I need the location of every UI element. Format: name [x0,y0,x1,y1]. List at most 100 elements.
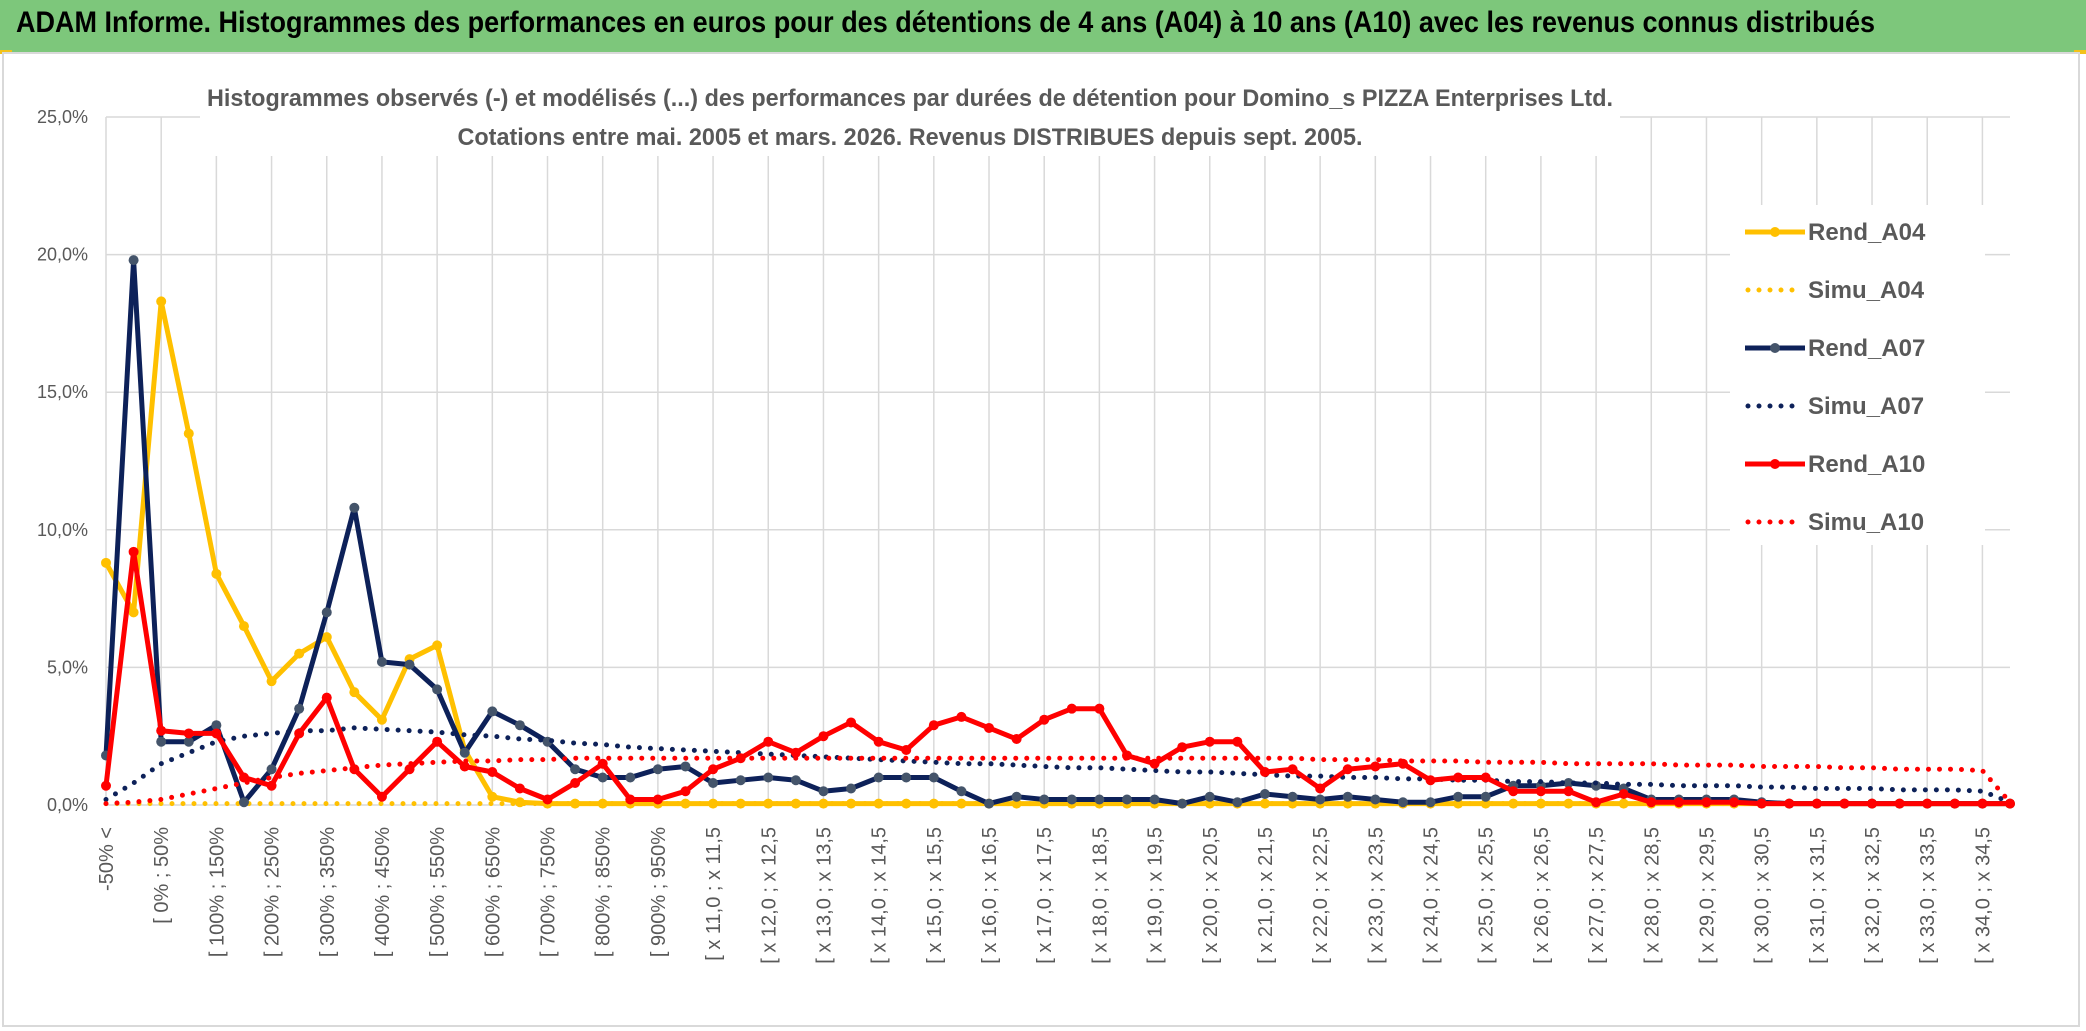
legend-background [1730,205,1985,545]
data-point-rend-a07 [183,736,194,747]
data-point-rend-a07 [846,783,857,794]
data-point-rend-a10 [652,794,663,805]
legend-label-rend-a04: Rend_A04 [1808,219,1926,246]
x-tick-label: [ x 34,0 ; x 34,5 [1972,827,1994,964]
data-point-rend-a07 [1287,791,1298,802]
data-point-rend-a10 [1894,798,1905,809]
x-tick-label: [ x 19,0 ; x 19,5 [1145,827,1167,964]
data-point-rend-a07 [652,764,663,775]
data-point-rend-a10 [1177,742,1188,753]
x-tick-label: [ x 29,0 ; x 29,5 [1696,827,1718,964]
data-point-rend-a04 [321,632,332,643]
data-point-rend-a07 [1232,797,1243,808]
data-point-rend-a07 [211,720,222,731]
data-point-rend-a07 [1397,797,1408,808]
data-point-rend-a04 [1259,798,1270,809]
data-point-rend-a07 [1425,797,1436,808]
data-point-rend-a10 [680,786,691,797]
data-point-rend-a07 [349,502,360,513]
x-tick-label: [ x 30,0 ; x 30,5 [1752,827,1774,964]
data-point-rend-a07 [1480,791,1491,802]
data-point-rend-a10 [432,736,443,747]
data-point-rend-a10 [1839,798,1850,809]
y-tick-label: 20,0% [37,245,88,265]
data-point-rend-a10 [956,711,967,722]
y-tick-label: 0,0% [47,795,88,815]
chart-subtitle: Cotations entre mai. 2005 et mars. 2026.… [458,124,1363,151]
x-tick-label: [ x 18,0 ; x 18,5 [1089,827,1111,964]
data-point-rend-a07 [818,786,829,797]
data-point-rend-a10 [1591,797,1602,808]
legend-label-simu-a04: Simu_A04 [1808,277,1925,304]
chart-title-background [200,76,1620,156]
data-point-rend-a10 [1618,788,1629,799]
data-point-rend-a07 [487,706,498,717]
x-tick-label: [ x 23,0 ; x 23,5 [1365,827,1387,964]
x-tick-label: [ x 11,0 ; x 11,5 [703,827,725,961]
data-point-rend-a07 [128,255,139,266]
data-point-rend-a04 [1204,798,1215,809]
data-point-rend-a10 [1701,797,1712,808]
data-point-rend-a10 [625,794,636,805]
data-point-rend-a10 [763,736,774,747]
data-point-rend-a04 [735,798,746,809]
legend-label-rend-a07: Rend_A07 [1808,335,1925,362]
data-point-rend-a07 [928,772,939,783]
data-point-rend-a04 [349,687,360,698]
data-point-rend-a10 [1011,733,1022,744]
legend-label-simu-a07: Simu_A07 [1808,393,1924,420]
data-point-rend-a10 [597,758,608,769]
x-tick-label: [ 700% ; 750% [538,827,560,957]
data-point-rend-a10 [1315,783,1326,794]
data-point-rend-a10 [101,780,111,791]
x-tick-label: [ x 17,0 ; x 17,5 [1034,827,1056,964]
data-point-rend-a10 [1066,703,1077,714]
data-point-rend-a10 [846,717,857,728]
data-point-rend-a10 [1811,798,1822,809]
data-point-rend-a10 [1204,736,1215,747]
x-tick-label: [ x 15,0 ; x 15,5 [924,827,946,964]
y-tick-label: 5,0% [47,657,88,677]
data-point-rend-a07 [1039,794,1050,805]
data-point-rend-a07 [570,764,581,775]
data-point-rend-a10 [2005,798,2015,809]
legend-marker-rend-a10 [1770,459,1780,469]
data-point-rend-a10 [984,722,995,733]
series-line-simu-a10 [103,755,2013,807]
data-point-rend-a07 [901,772,912,783]
data-point-rend-a10 [459,761,470,772]
data-point-rend-a07 [680,761,691,772]
data-point-rend-a10 [376,791,387,802]
chart-frame [2,52,2080,1027]
data-point-rend-a10 [211,728,222,739]
data-point-rend-a10 [1370,761,1381,772]
data-point-rend-a04 [790,798,801,809]
data-point-rend-a10 [928,720,939,731]
data-point-rend-a07 [1011,791,1022,802]
data-point-rend-a07 [984,798,995,809]
data-point-rend-a10 [1232,736,1243,747]
data-point-rend-a07 [514,720,525,731]
data-point-rend-a07 [790,775,801,786]
data-point-rend-a04 [570,798,581,809]
data-point-rend-a10 [487,766,498,777]
x-tick-label: [ x 27,0 ; x 27,5 [1586,827,1608,964]
data-point-rend-a10 [1867,798,1878,809]
data-point-rend-a07 [708,777,719,788]
y-tick-label: 25,0% [37,107,88,127]
data-point-rend-a10 [1673,797,1684,808]
series-line-simu-a07 [103,725,2013,805]
data-point-rend-a10 [1508,786,1519,797]
data-point-rend-a07 [404,659,415,670]
data-point-rend-a04 [156,296,167,307]
x-tick-label: [ x 24,0 ; x 24,5 [1421,827,1443,964]
y-tick-label: 10,0% [37,520,88,540]
data-point-rend-a07 [1453,791,1464,802]
series-line-rend-a07 [103,257,2010,807]
x-tick-label: [ x 22,0 ; x 22,5 [1310,827,1332,964]
x-tick-label: [ x 16,0 ; x 16,5 [979,827,1001,964]
series-layer [101,255,2015,809]
data-point-rend-a04 [294,648,305,659]
x-tick-label: [ 400% ; 450% [372,827,394,957]
